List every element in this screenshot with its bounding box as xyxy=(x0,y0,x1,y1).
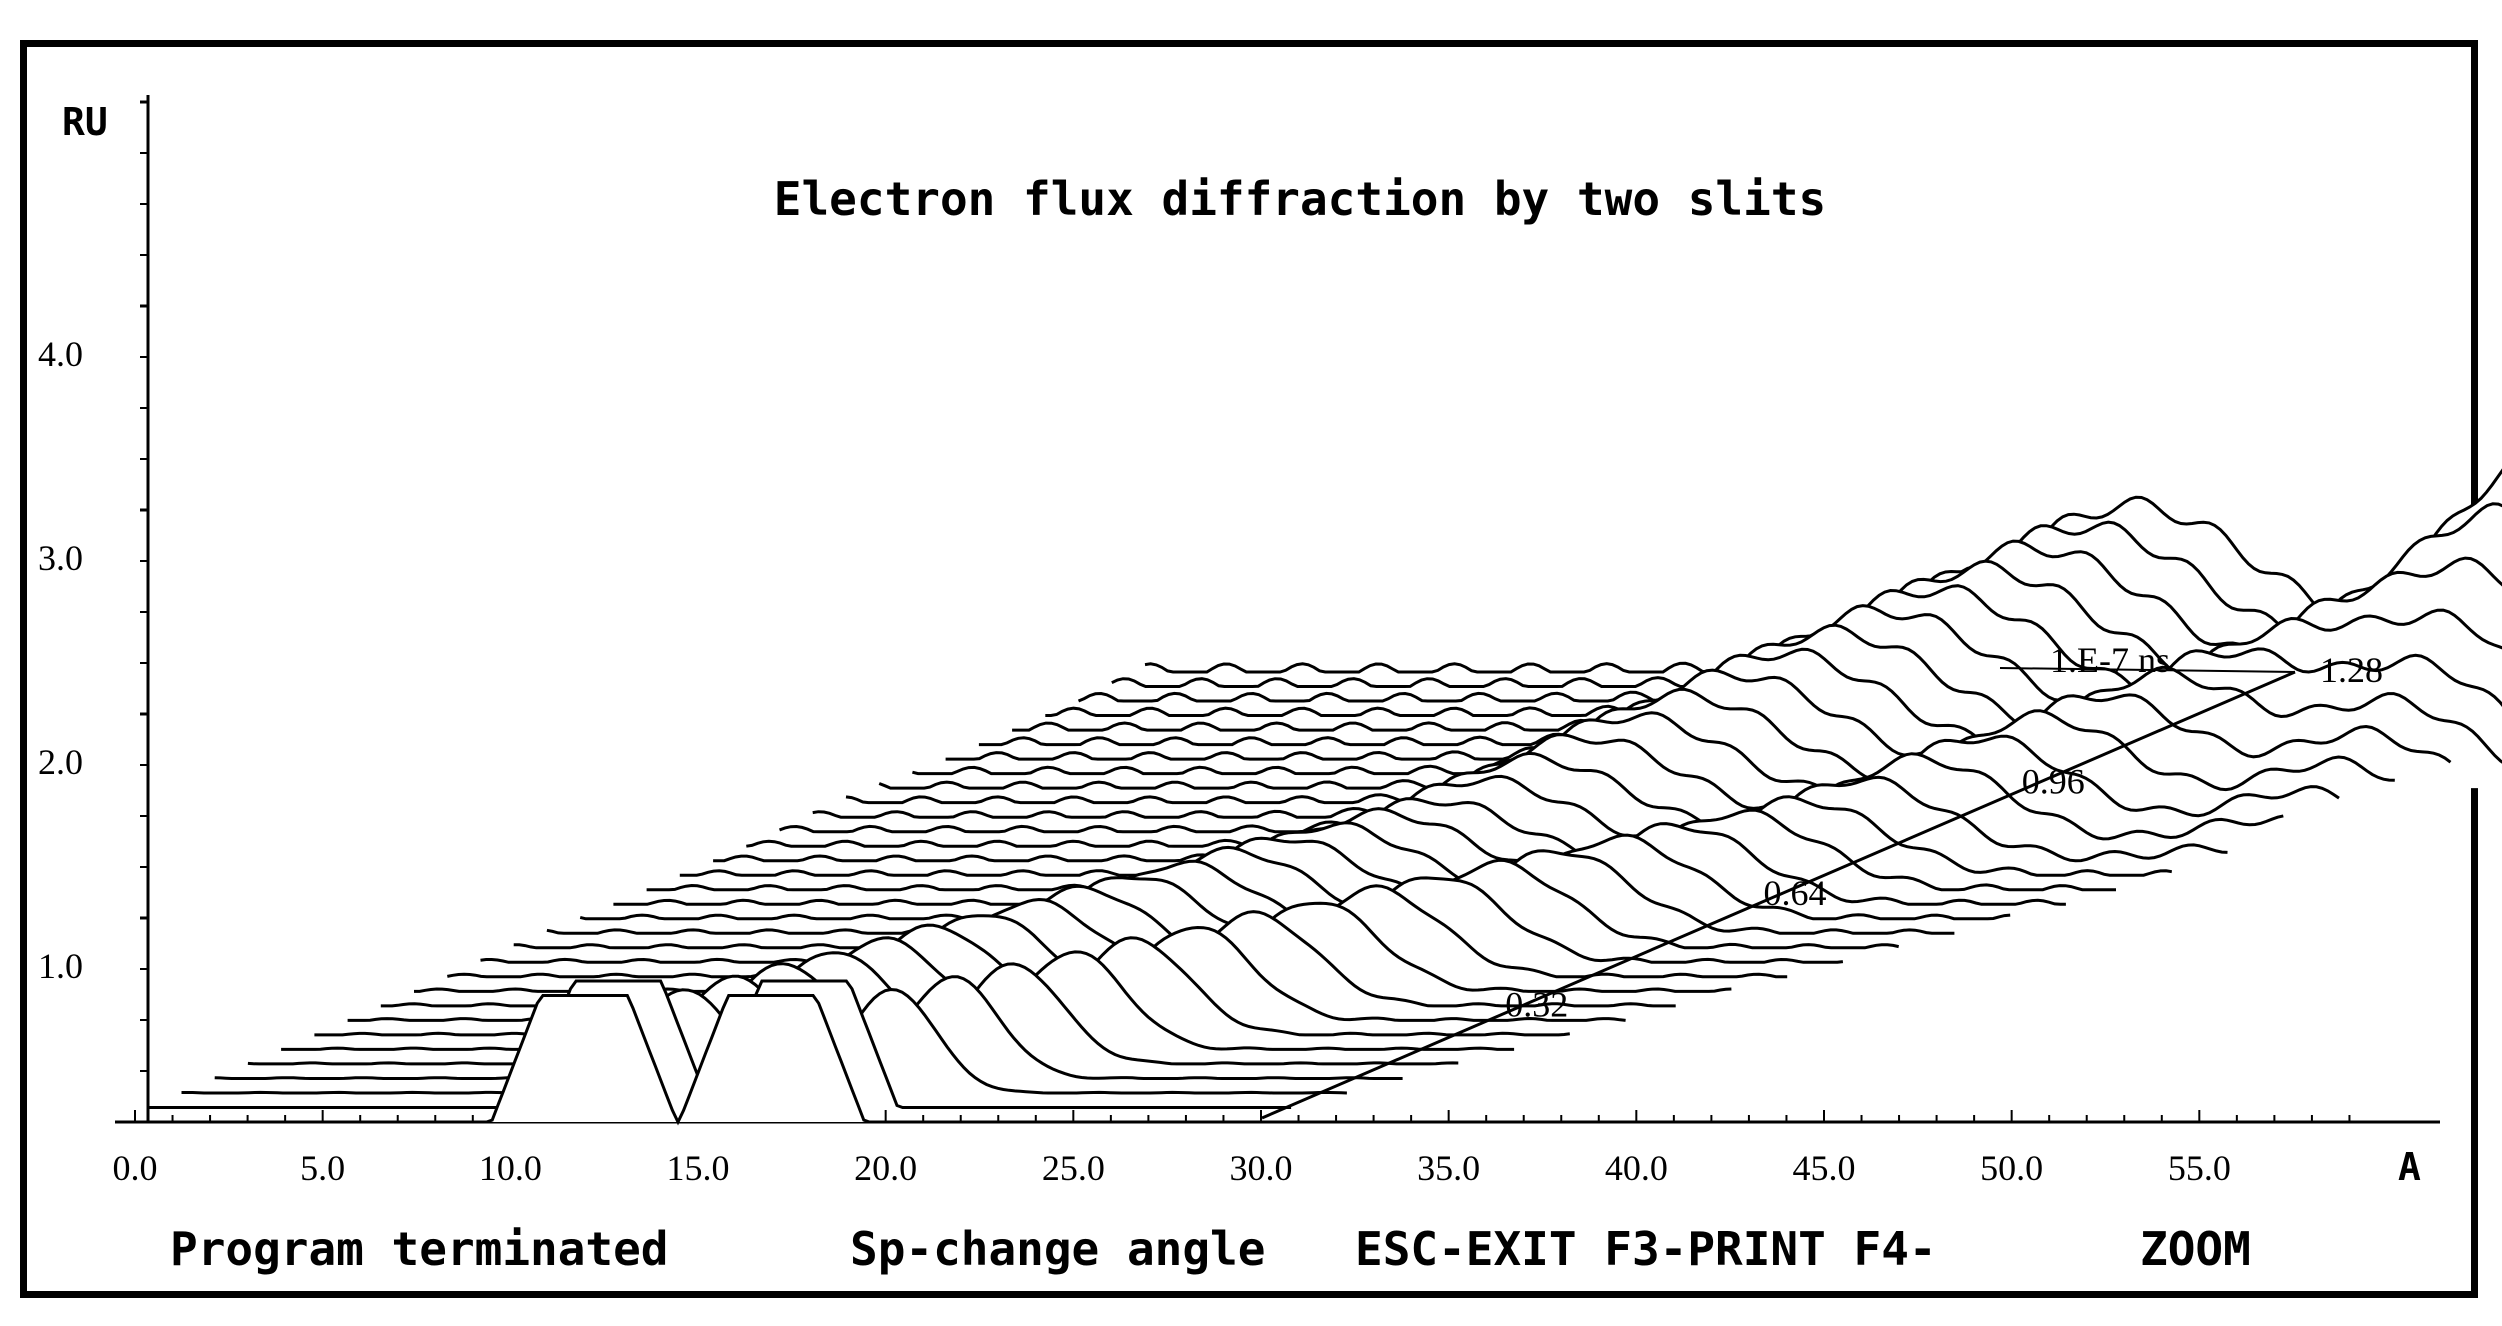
time-axis-unit-label: 1.E-7 ns xyxy=(2050,640,2170,680)
profile-line xyxy=(480,876,1844,964)
x-tick-label: 25.0 xyxy=(1042,1148,1105,1188)
x-tick-label: 30.0 xyxy=(1229,1148,1292,1188)
y-tick-label: 1.0 xyxy=(38,946,83,986)
profile-fill xyxy=(480,877,1843,963)
profile-line xyxy=(579,833,2011,921)
profile-fill xyxy=(380,911,1676,1006)
profile-curves xyxy=(115,468,2502,1126)
function-keys: ESC-EXIT F3-PRINT F4- xyxy=(1355,1222,1937,1276)
profile-line xyxy=(713,774,2228,863)
status-hint: Sp-change angle xyxy=(850,1222,1265,1276)
profile-fill xyxy=(1045,471,2502,716)
time-axis-line xyxy=(1261,670,2296,1120)
time-tick-label: 1.28 xyxy=(2320,650,2383,690)
profile-line xyxy=(546,845,1955,935)
x-tick-label: 0.0 xyxy=(113,1148,158,1188)
profile-line xyxy=(115,994,1241,1126)
x-tick-label: 10.0 xyxy=(479,1148,542,1188)
profile-line xyxy=(878,665,2502,790)
x-axis-label: A xyxy=(2398,1145,2421,1189)
profile-line xyxy=(447,884,1788,979)
profile-line xyxy=(845,687,2452,805)
zoom-key: ZOOM xyxy=(2140,1222,2251,1276)
y-axis-label: RU xyxy=(62,100,108,144)
profile-fill xyxy=(414,899,1732,992)
y-tick-label: 3.0 xyxy=(38,538,83,578)
x-tick-label: 50.0 xyxy=(1980,1148,2043,1188)
x-tick-label: 5.0 xyxy=(300,1148,345,1188)
profile-line xyxy=(679,795,2173,877)
time-axis-cap xyxy=(1999,667,2296,673)
x-tick-label: 45.0 xyxy=(1792,1148,1855,1188)
profile-line xyxy=(945,608,2502,761)
profile-line xyxy=(613,821,2066,906)
x-tick-label: 35.0 xyxy=(1417,1148,1480,1188)
status-message: Program terminated xyxy=(170,1222,669,1276)
profile-line xyxy=(1045,468,2502,717)
profile-fill xyxy=(447,885,1788,977)
profile-line xyxy=(314,936,1570,1037)
y-tick-label: 2.0 xyxy=(38,742,83,782)
time-tick-label: 0.32 xyxy=(1505,985,1568,1025)
profile-line xyxy=(778,733,2340,834)
profile-line xyxy=(1077,483,2502,703)
profile-line xyxy=(746,751,2284,848)
time-tick-label: 0.96 xyxy=(2022,762,2085,802)
profile-fill xyxy=(513,860,1899,948)
profile-fill xyxy=(347,925,1626,1021)
x-tick-label: 55.0 xyxy=(2168,1148,2231,1188)
time-axis xyxy=(1261,667,2296,1120)
profile-line xyxy=(646,807,2116,892)
x-tick-label: 40.0 xyxy=(1605,1148,1668,1188)
y-tick-label: 4.0 xyxy=(38,334,83,374)
profile-line xyxy=(812,709,2395,819)
x-tick-label: 20.0 xyxy=(854,1148,917,1188)
x-tick-label: 15.0 xyxy=(666,1148,729,1188)
profile-line xyxy=(912,647,2502,776)
chart-title: Electron flux diffraction by two slits xyxy=(774,172,1826,226)
tick-labels: 1.0 2.0 3.0 4.0 0.0 5.0 10.0 15.0 20.0 25.0 30.0 35… xyxy=(38,334,2383,1188)
time-tick-label: 0.64 xyxy=(1764,873,1827,913)
